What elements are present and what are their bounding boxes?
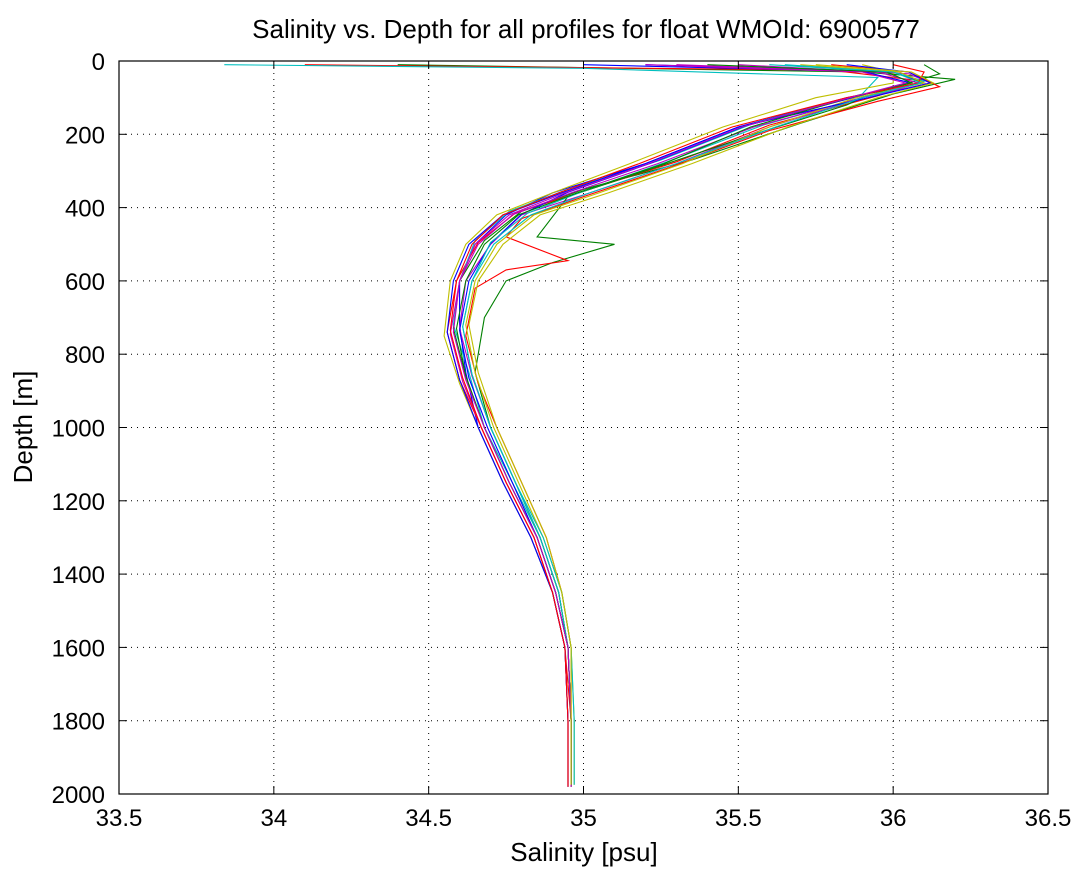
profile-lines — [224, 64, 956, 787]
profile-line — [459, 64, 933, 787]
profile-line — [459, 64, 927, 787]
profile-line — [474, 64, 941, 787]
profile-line — [459, 64, 909, 785]
profile-line — [462, 64, 927, 785]
y-tick-label: 1000 — [52, 416, 105, 443]
chart-title: Salinity vs. Depth for all profiles for … — [252, 14, 920, 44]
profile-line — [465, 64, 926, 785]
profile-line — [465, 64, 942, 721]
x-axis-ticks: 33.5 34 34.5 35 35.5 36 36.5 — [96, 61, 1072, 832]
plot-frame — [118, 60, 1049, 795]
profile-line — [452, 64, 908, 787]
x-tick-label: 35 — [570, 805, 597, 832]
profile-line — [462, 64, 923, 785]
y-tick-label: 1400 — [52, 562, 105, 589]
profile-line — [446, 64, 932, 787]
x-tick-label: 36 — [880, 805, 907, 832]
profile-line — [224, 64, 879, 783]
x-tick-label: 35.5 — [715, 805, 762, 832]
x-tick-label: 36.5 — [1025, 805, 1072, 832]
y-axis-ticks: 0 200 400 600 800 1000 1200 1400 1600 1800 2000 — [52, 49, 1048, 809]
y-axis-label: Depth [m] — [8, 371, 38, 484]
y-tick-label: 800 — [65, 342, 105, 369]
grid-lines — [119, 61, 1048, 794]
x-tick-label: 33.5 — [96, 805, 143, 832]
y-tick-label: 600 — [65, 269, 105, 296]
y-tick-label: 1800 — [52, 709, 105, 736]
y-tick-label: 1200 — [52, 489, 105, 516]
y-tick-label: 200 — [65, 122, 105, 149]
profile-line — [443, 64, 894, 787]
profile-line — [397, 64, 956, 785]
y-tick-label: 2000 — [52, 782, 105, 809]
y-tick-label: 400 — [65, 196, 105, 223]
profile-line — [455, 64, 914, 785]
profile-line — [449, 64, 925, 787]
profile-line — [468, 64, 935, 785]
y-tick-label: 1600 — [52, 635, 105, 662]
x-tick-label: 34.5 — [405, 805, 452, 832]
profile-line — [449, 64, 921, 787]
x-tick-label: 34 — [260, 805, 287, 832]
x-axis-label: Salinity [psu] — [510, 837, 657, 867]
y-tick-label: 0 — [92, 49, 105, 76]
